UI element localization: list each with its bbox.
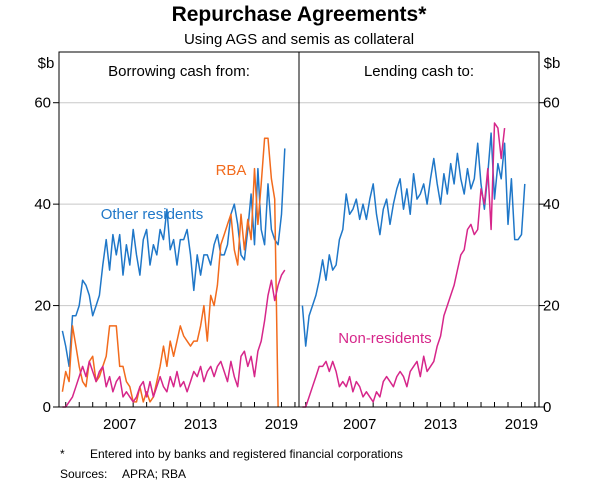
- left-unit-label: $b: [38, 55, 55, 72]
- plot-area: 0 20 40 60 2007 2013 2019 0 20 40 60 2007 2013 2019: [34, 51, 560, 433]
- y-tick-label-right: 20: [543, 298, 560, 315]
- y-tick-label-left: 60: [34, 95, 51, 112]
- x-tick-label: 2019: [505, 416, 538, 433]
- footnote: Entered into by banks and registered fin…: [90, 447, 403, 461]
- chart-subtitle: Using AGS and semis as collateral: [184, 31, 414, 48]
- series-label-other-residents: Other residents: [101, 206, 204, 223]
- sources: APRA; RBA: [122, 467, 186, 481]
- x-tick-label: 2007: [343, 416, 376, 433]
- x-tick-label: 2013: [184, 416, 217, 433]
- series-label-rba: RBA: [216, 162, 247, 179]
- x-tick-label: 2013: [424, 416, 457, 433]
- y-tick-label-left: 0: [43, 399, 51, 416]
- series-line: [302, 122, 506, 408]
- y-tick-label-right: 60: [543, 95, 560, 112]
- y-tick-label-left: 20: [34, 298, 51, 315]
- chart-title: Repurchase Agreements*: [172, 3, 428, 26]
- series-line: [61, 137, 279, 408]
- x-tick-label: 2019: [265, 416, 298, 433]
- y-tick-label-left: 40: [34, 196, 51, 213]
- x-tick-label: 2007: [103, 416, 136, 433]
- y-tick-label-right: 40: [543, 196, 560, 213]
- right-unit-label: $b: [544, 55, 561, 72]
- right-panel-title: Lending cash to:: [364, 63, 474, 80]
- footnote-marker: *: [60, 447, 65, 461]
- sources-label: Sources:: [60, 467, 107, 481]
- series-line: [62, 269, 286, 408]
- left-panel-title: Borrowing cash from:: [108, 63, 250, 80]
- series-line: [301, 132, 526, 347]
- series-line: [61, 148, 286, 368]
- y-tick-label-right: 0: [543, 399, 551, 416]
- series-label-non-residents: Non-residents: [338, 330, 431, 347]
